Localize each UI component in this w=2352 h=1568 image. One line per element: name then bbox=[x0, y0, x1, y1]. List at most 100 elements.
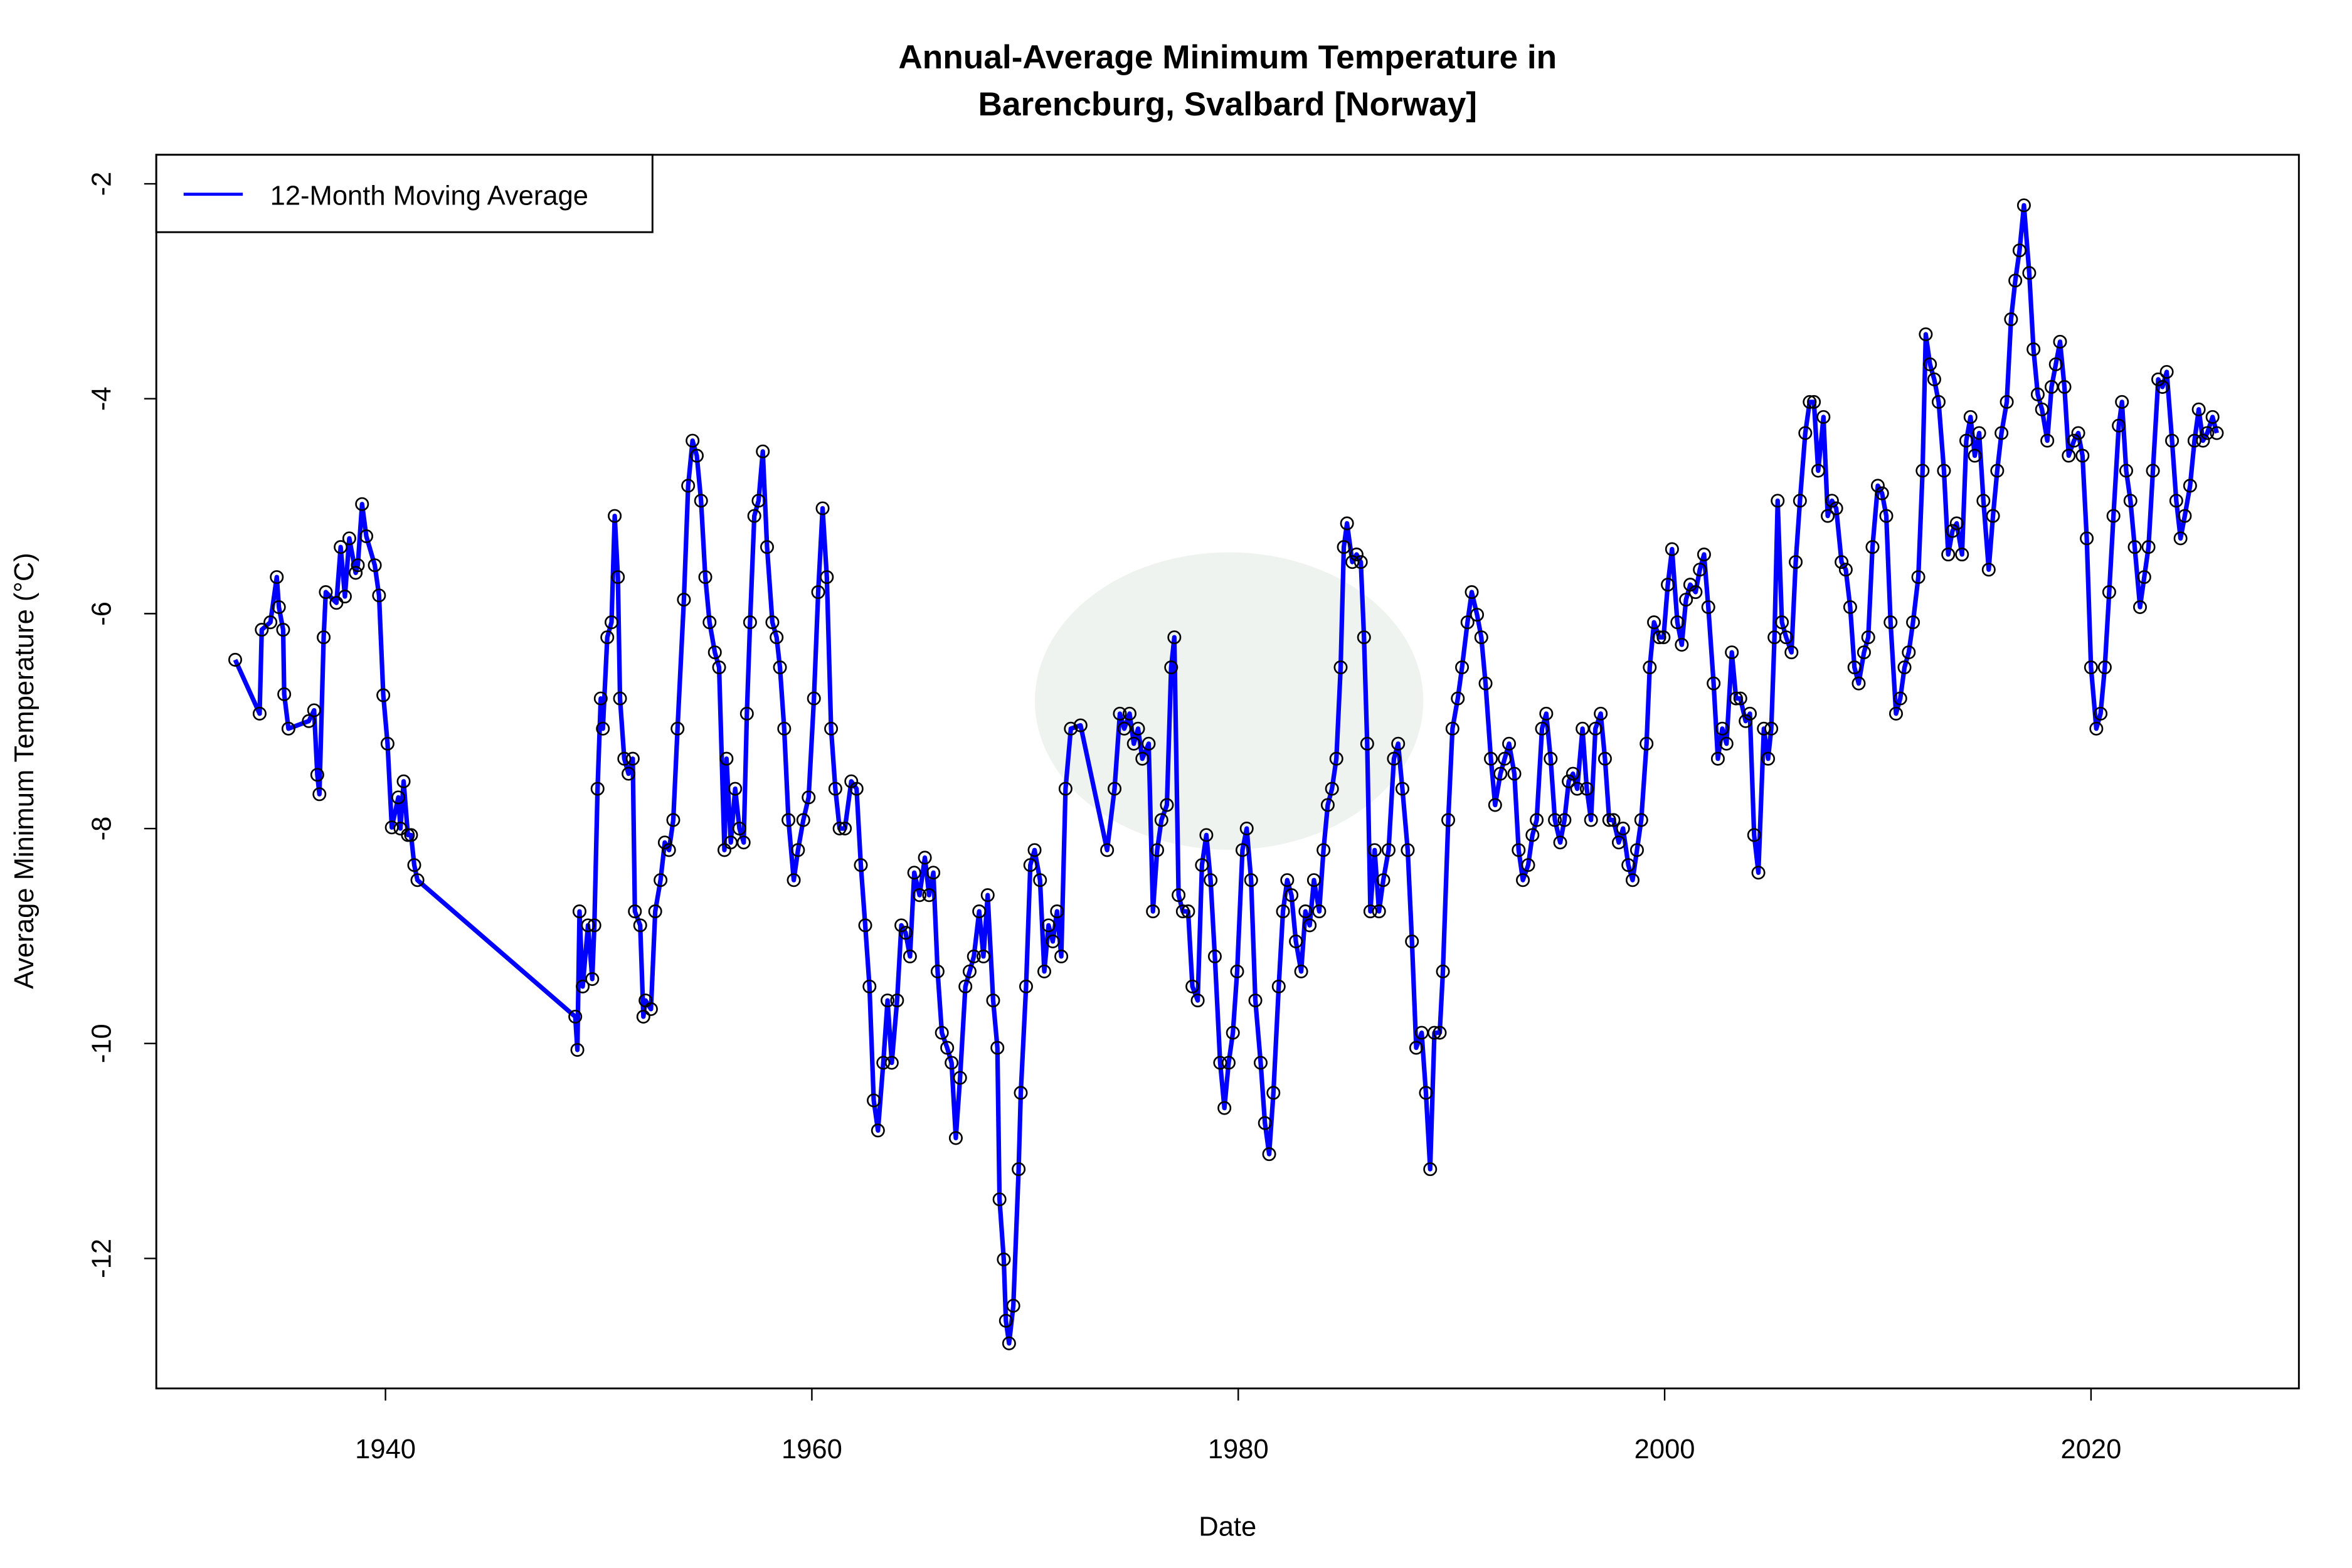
data-point bbox=[1122, 706, 1136, 721]
data-point bbox=[359, 529, 374, 544]
data-point bbox=[1312, 904, 1327, 919]
data-point bbox=[2080, 531, 2094, 546]
data-point bbox=[1033, 873, 1047, 887]
data-point bbox=[1221, 1056, 1236, 1070]
data-point bbox=[1502, 736, 1517, 751]
data-point bbox=[1235, 843, 1249, 857]
data-point bbox=[1634, 813, 1648, 827]
data-point bbox=[1539, 706, 1554, 721]
data-point bbox=[2165, 433, 2180, 448]
data-point bbox=[1248, 993, 1263, 1008]
data-point bbox=[1175, 904, 1190, 919]
data-point bbox=[585, 972, 600, 986]
data-point bbox=[228, 652, 243, 667]
y-tick-label: -4 bbox=[87, 386, 117, 411]
data-point bbox=[1941, 548, 1956, 562]
data-point bbox=[312, 787, 327, 802]
data-point bbox=[1793, 494, 1807, 508]
data-point bbox=[1470, 608, 1485, 622]
data-point bbox=[1761, 751, 1776, 766]
data-point bbox=[1484, 751, 1498, 766]
data-point bbox=[1697, 548, 1711, 562]
data-point bbox=[1037, 964, 1052, 978]
data-point bbox=[1521, 858, 1535, 872]
data-point bbox=[743, 615, 757, 630]
data-point bbox=[940, 1041, 955, 1055]
data-point bbox=[1861, 630, 1875, 645]
y-tick-label: -8 bbox=[87, 817, 117, 841]
data-point bbox=[1381, 843, 1396, 857]
data-point bbox=[2169, 494, 2183, 508]
data-point bbox=[2112, 418, 2126, 433]
data-point bbox=[1337, 540, 1351, 554]
data-point bbox=[1455, 660, 1470, 675]
data-point bbox=[1320, 798, 1335, 812]
data-point bbox=[1262, 1147, 1276, 1162]
data-point bbox=[1340, 516, 1354, 531]
x-axis: 1940 1960 1980 2000 2020 bbox=[355, 1387, 2121, 1465]
data-point bbox=[1372, 904, 1386, 919]
data-point bbox=[1701, 600, 1715, 614]
chart-title-line-2: Barencburg, Svalbard [Norway] bbox=[978, 86, 1477, 123]
data-point bbox=[1825, 494, 1839, 508]
data-point bbox=[698, 570, 712, 585]
data-point bbox=[2053, 334, 2067, 349]
x-tick-label: 2020 bbox=[2060, 1434, 2121, 1465]
data-point bbox=[777, 721, 792, 736]
data-point bbox=[2200, 426, 2215, 440]
data-point bbox=[2012, 243, 2026, 258]
data-point bbox=[736, 835, 751, 850]
data-point bbox=[1266, 1086, 1281, 1100]
data-point bbox=[677, 593, 691, 607]
data-point bbox=[1333, 660, 1348, 675]
data-point bbox=[707, 645, 722, 660]
data-point bbox=[2022, 266, 2037, 280]
data-point bbox=[410, 873, 425, 887]
data-point bbox=[2133, 600, 2148, 614]
data-point bbox=[1981, 563, 1996, 577]
data-point bbox=[980, 888, 995, 903]
data-point bbox=[2196, 433, 2210, 448]
watermark-logo bbox=[1035, 552, 1424, 850]
data-point bbox=[596, 721, 610, 736]
data-point bbox=[2151, 372, 2166, 386]
data-point bbox=[1710, 751, 1725, 766]
data-point bbox=[2089, 721, 2104, 736]
data-point bbox=[1757, 721, 1771, 736]
data-point bbox=[728, 781, 743, 796]
data-point bbox=[1167, 630, 1182, 645]
data-point bbox=[670, 721, 685, 736]
data-point bbox=[1775, 615, 1789, 630]
data-point bbox=[1629, 843, 1645, 857]
data-point bbox=[765, 615, 780, 630]
data-point bbox=[2084, 660, 2098, 675]
data-point bbox=[1553, 835, 1567, 850]
data-point bbox=[1160, 798, 1174, 812]
data-point bbox=[1027, 843, 1042, 857]
data-point bbox=[1419, 1086, 1433, 1100]
data-point bbox=[2205, 410, 2220, 424]
data-point bbox=[1870, 479, 1885, 493]
data-point bbox=[625, 751, 640, 766]
data-point bbox=[1154, 813, 1168, 827]
x-tick-label: 2000 bbox=[1634, 1434, 1695, 1465]
data-point bbox=[1807, 395, 1821, 409]
data-point bbox=[1729, 691, 1743, 706]
data-point bbox=[1579, 781, 1594, 796]
data-point bbox=[600, 630, 615, 645]
data-point bbox=[1707, 676, 1721, 691]
data-point bbox=[712, 660, 726, 675]
data-point bbox=[1990, 464, 2005, 478]
data-point bbox=[1006, 1298, 1020, 1313]
data-point bbox=[302, 714, 316, 728]
data-point bbox=[1195, 858, 1209, 872]
data-point bbox=[820, 570, 834, 585]
data-point bbox=[1271, 979, 1286, 993]
data-point bbox=[1146, 904, 1160, 919]
data-point bbox=[1906, 615, 1920, 630]
data-point bbox=[930, 964, 945, 978]
data-point bbox=[2057, 379, 2072, 394]
data-point bbox=[2030, 387, 2045, 401]
data-point bbox=[1937, 464, 1951, 478]
